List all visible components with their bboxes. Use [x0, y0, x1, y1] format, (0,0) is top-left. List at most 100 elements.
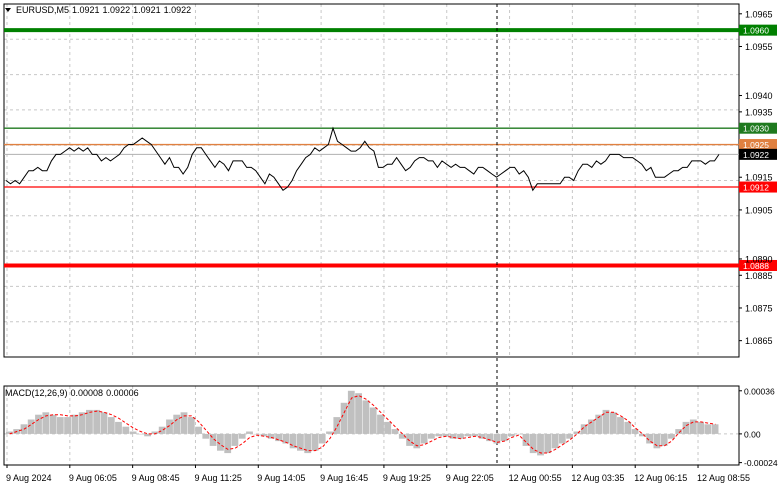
- macd-tick-label: 0.00036: [744, 386, 775, 396]
- time-axis: 9 Aug 2024 9 Aug 06:05 9 Aug 08:45 9 Aug 11…: [6, 465, 750, 483]
- price-tick-label: 1.0875: [745, 303, 773, 313]
- macd-bar: [471, 433, 479, 437]
- macd-bar: [362, 400, 370, 434]
- macd-bar: [537, 433, 544, 456]
- chevron-down-icon[interactable]: [5, 8, 11, 12]
- macd-bar: [486, 433, 493, 442]
- macd-bar: [35, 414, 42, 434]
- macd-tick-label: -0.00024: [744, 458, 778, 468]
- price-tick-label: 1.0865: [745, 336, 773, 346]
- time-tick-label: 12 Aug 08:55: [697, 473, 750, 483]
- macd-tick-label: 0.00: [744, 429, 761, 439]
- macd-bar: [289, 433, 297, 449]
- macd-bar: [246, 431, 253, 434]
- chart-grid: [4, 4, 739, 465]
- time-tick-label: 9 Aug 11:25: [194, 473, 241, 483]
- macd-bar: [231, 433, 239, 446]
- macd-bar: [398, 433, 406, 439]
- level-tag-label: 1.0922: [743, 150, 769, 160]
- level-tag-bg: [739, 259, 777, 271]
- ohlc-low: 1.0921: [133, 5, 161, 15]
- price-tick-label: 1.0885: [745, 271, 773, 281]
- macd-bar: [64, 417, 71, 434]
- macd-bar: [668, 433, 675, 439]
- time-tick-label: 12 Aug 03:35: [571, 473, 624, 483]
- macd-bar: [660, 433, 668, 446]
- macd-bar: [144, 433, 151, 437]
- macd-bar: [580, 424, 588, 434]
- level-tag-bg: [739, 139, 777, 151]
- macd-signal-line: [9, 395, 716, 454]
- macd-bar: [609, 412, 617, 434]
- macd-bar: [122, 426, 130, 434]
- level-tag-label: 1.0912: [743, 183, 769, 193]
- macd-bar: [478, 433, 486, 439]
- macd-bar: [107, 417, 115, 434]
- level-tag-bg: [739, 122, 777, 134]
- macd-bar: [639, 433, 646, 437]
- macd-bar: [391, 429, 399, 434]
- macd-bar: [529, 433, 537, 454]
- macd-value-main: 0.00008: [70, 388, 104, 398]
- macd-bar: [202, 433, 210, 439]
- price-tick-label: 1.0955: [745, 42, 773, 52]
- macd-bar: [238, 433, 246, 439]
- macd-bar: [267, 433, 275, 439]
- macd-bar: [27, 419, 35, 434]
- macd-bar: [86, 409, 93, 434]
- time-tick-label: 9 Aug 22:05: [446, 473, 494, 483]
- macd-bar: [500, 433, 508, 442]
- macd-bar: [544, 433, 552, 454]
- macd-bar: [115, 421, 122, 434]
- time-tick-label: 9 Aug 06:05: [69, 473, 117, 483]
- macd-bar: [435, 433, 443, 437]
- macd-bar: [369, 407, 377, 434]
- level-tag-bg: [739, 181, 777, 193]
- macd-bar: [333, 417, 341, 434]
- macd-bar: [158, 426, 166, 434]
- macd-bar: [449, 433, 457, 439]
- macd-bar: [151, 431, 159, 434]
- macd-bar: [457, 433, 464, 439]
- macd-bar: [311, 433, 319, 451]
- macd-bar: [558, 433, 566, 444]
- macd-bar: [515, 433, 523, 435]
- macd-bar: [297, 433, 304, 451]
- macd-bar: [129, 431, 137, 434]
- time-tick-label: 12 Aug 06:15: [634, 473, 687, 483]
- time-tick-label: 9 Aug 08:45: [132, 473, 180, 483]
- macd-bar: [318, 433, 326, 444]
- macd-bar: [187, 417, 195, 434]
- macd-bar: [573, 431, 581, 434]
- macd-bar: [6, 431, 13, 434]
- macd-bar: [253, 433, 261, 435]
- macd-bar: [493, 433, 501, 444]
- macd-bar: [689, 419, 697, 434]
- price-tick-label: 1.0940: [745, 91, 773, 101]
- macd-bar: [711, 424, 719, 434]
- macd-bar: [682, 421, 690, 434]
- macd-bar: [100, 412, 108, 434]
- ohlc-close: 1.0922: [163, 5, 192, 15]
- chart-title-bar[interactable]: EURUSD,M5 1.0921 1.0922 1.0921 1.0922: [5, 4, 191, 16]
- level-tag-label: 1.0930: [743, 124, 769, 134]
- macd-title: MACD(12,26,9) 0.00008 0.00006: [5, 388, 139, 398]
- macd-bar: [326, 431, 333, 434]
- macd-bar: [595, 414, 603, 434]
- time-tick-label: 9 Aug 16:45: [320, 473, 368, 483]
- chart-frames: [3, 3, 740, 466]
- macd-bar: [209, 433, 217, 446]
- macd-bar: [217, 433, 224, 451]
- level-tag-bg: [739, 148, 777, 160]
- price-axis: 1.0965 1.0955 1.0940 1.0935 1.0915 1.0905 1.08…: [739, 9, 773, 346]
- macd-bar: [617, 417, 624, 434]
- macd-bar: [275, 433, 282, 442]
- macd-bar: [522, 433, 530, 446]
- level-tag-label: 1.0888: [743, 261, 769, 271]
- macd-bar: [697, 421, 704, 434]
- macd-bar: [406, 433, 413, 446]
- ohlc-high: 1.0922: [102, 5, 131, 15]
- macd-bar: [195, 426, 202, 434]
